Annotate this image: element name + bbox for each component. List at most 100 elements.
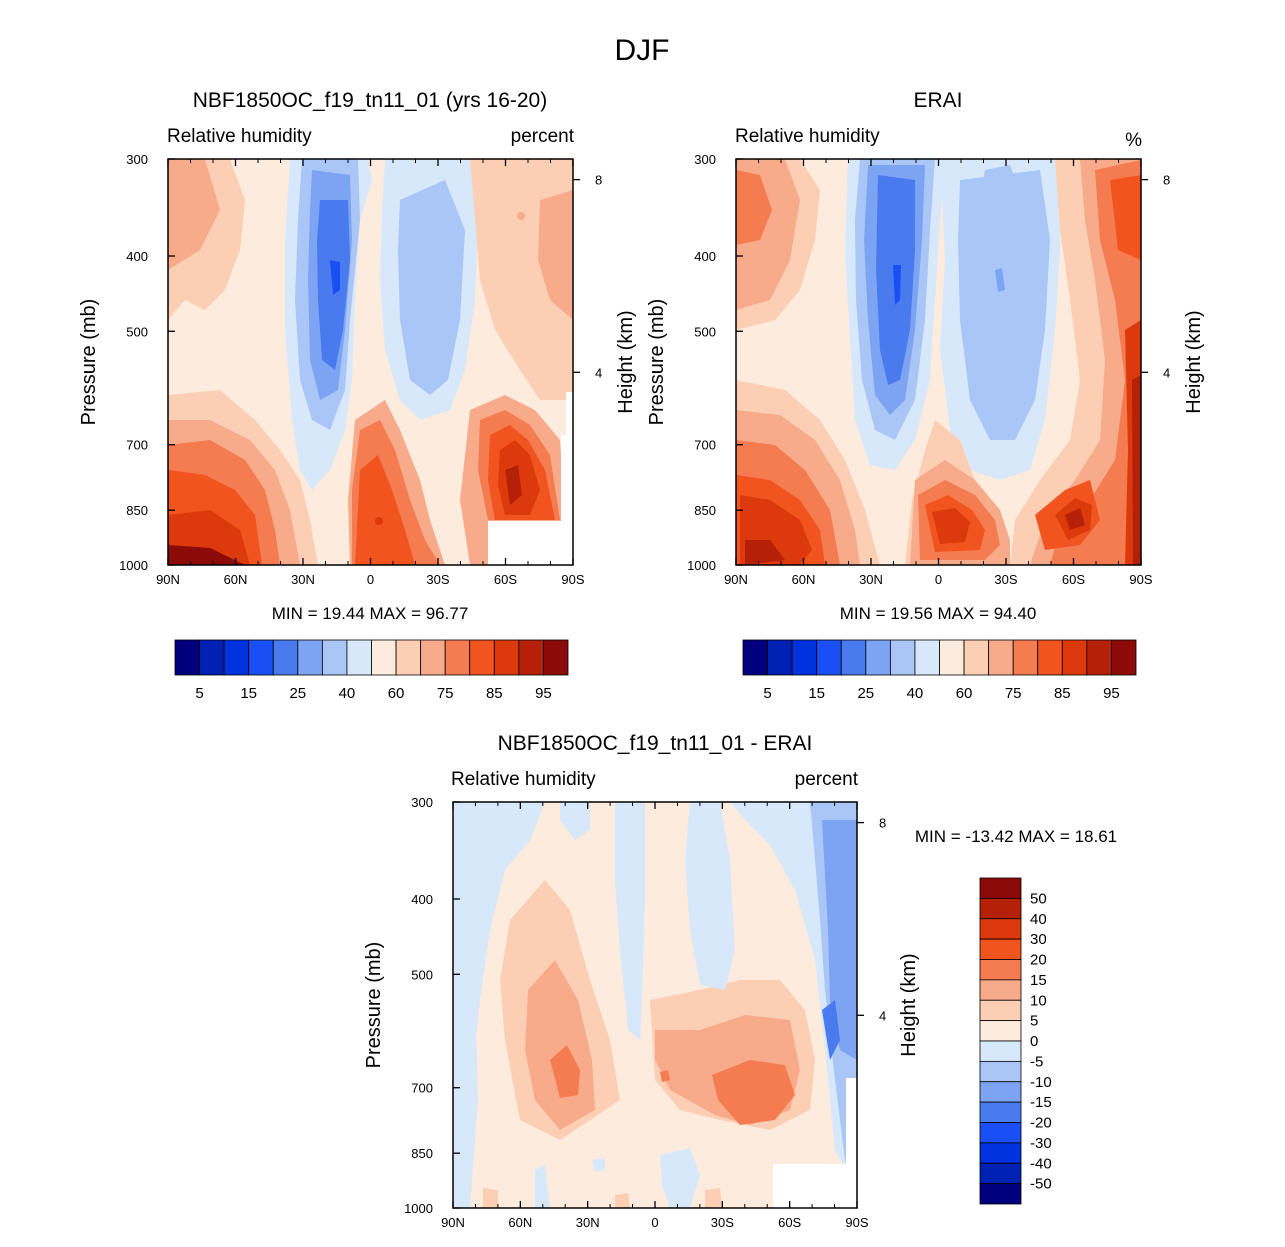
colorbar-swatch (979, 1162, 1022, 1185)
x-tick-label: 60S (778, 1215, 801, 1230)
colorbar-swatch (979, 1040, 1022, 1062)
panel-title: NBF1850OC_f19_tn11_01 - ERAI (498, 732, 813, 755)
colorbar-swatch (1012, 639, 1039, 676)
contour-field (168, 159, 573, 565)
right-tick-label: 4 (1163, 365, 1170, 380)
colorbar-label: -10 (1030, 1074, 1052, 1091)
y-tick-label: 300 (126, 152, 148, 167)
colorbar-swatch (979, 918, 1022, 940)
colorbar-swatch (840, 639, 867, 676)
colorbar-label: -5 (1030, 1053, 1043, 1070)
right-tick-label: 8 (595, 173, 602, 188)
y-tick-label: 300 (411, 795, 433, 810)
colorbar-label: 25 (857, 685, 874, 702)
colorbar-swatch (371, 639, 397, 676)
colorbar-label: -15 (1030, 1094, 1052, 1111)
colorbar-swatch (979, 1122, 1022, 1144)
colorbar-label: 10 (1030, 992, 1047, 1009)
contour-field (453, 802, 857, 1208)
x-tick-label: 90N (724, 572, 748, 587)
colorbar-swatch (963, 639, 990, 676)
right-tick-label: 8 (1163, 173, 1170, 188)
right-axis-label: Height (km) (615, 310, 637, 413)
colorbar-swatch (979, 1020, 1022, 1042)
right-tick-label: 8 (879, 816, 886, 831)
panel-title: NBF1850OC_f19_tn11_01 (yrs 16-20) (193, 89, 547, 112)
colorbar-label: 0 (1030, 1033, 1038, 1050)
y-tick-label: 1000 (404, 1201, 433, 1216)
colorbar-swatch (979, 897, 1022, 920)
colorbar-swatch (174, 639, 200, 676)
y-tick-label: 1000 (687, 558, 716, 573)
right-subtitle: percent (795, 769, 859, 790)
x-tick-label: 30S (711, 1215, 734, 1230)
colorbar: 5 15 25 40 60 75 85 95 (742, 639, 1137, 702)
axes: 90N 60N 30N 0 30S 60S 90S 300 400 500 700 850 1000 Pr… (78, 152, 637, 587)
x-tick-label: 60N (224, 572, 248, 587)
y-axis-label: Pressure (mb) (78, 299, 100, 426)
colorbar-label: 15 (1030, 972, 1047, 989)
colorbar-swatch (767, 639, 793, 676)
colorbar-swatch (321, 639, 348, 676)
colorbar-swatch (979, 999, 1022, 1022)
colorbar-swatch (1061, 639, 1088, 676)
x-tick-label: 90N (441, 1215, 465, 1230)
left-subtitle: Relative humidity (735, 126, 880, 147)
colorbar-swatch (742, 639, 768, 676)
colorbar-label: -40 (1030, 1155, 1052, 1172)
x-tick-label: 60S (1062, 572, 1085, 587)
colorbar-label: 60 (956, 685, 973, 702)
colorbar-label: 75 (1005, 685, 1022, 702)
colorbar-swatch (272, 639, 299, 676)
y-tick-label: 850 (411, 1146, 433, 1161)
colorbar-swatch (979, 877, 1022, 899)
minmax-text: MIN = 19.56 MAX = 94.40 (840, 604, 1037, 623)
colorbar-swatch (979, 959, 1022, 981)
x-tick-label: 90S (1129, 572, 1152, 587)
colorbar-label: -30 (1030, 1135, 1052, 1152)
y-tick-label: 500 (126, 324, 148, 339)
x-tick-label: 90S (561, 572, 584, 587)
y-tick-label: 700 (126, 438, 148, 453)
x-tick-label: 90S (845, 1215, 868, 1230)
colorbar-label: 30 (1030, 931, 1047, 948)
minmax-text: MIN = 19.44 MAX = 96.77 (272, 604, 469, 623)
x-tick-label: 60S (494, 572, 517, 587)
colorbar-swatch (395, 639, 422, 676)
minmax-text: MIN = -13.42 MAX = 18.61 (915, 827, 1117, 846)
colorbar-label: 5 (763, 685, 771, 702)
axes: 90N 60N 30N 0 30S 60S 90S 300 400 500 700 850 1000 Pr… (363, 795, 920, 1230)
colorbar-swatch (543, 639, 569, 676)
y-axis-label: Pressure (mb) (646, 299, 668, 426)
x-tick-label: 30S (994, 572, 1017, 587)
colorbar-swatch (1086, 639, 1112, 676)
colorbar-swatch (297, 639, 323, 676)
panel-title: ERAI (913, 89, 962, 112)
colorbar-label: 25 (289, 685, 306, 702)
page-title: DJF (615, 34, 670, 67)
colorbar-label: 85 (486, 685, 503, 702)
colorbar-swatch (979, 938, 1022, 960)
x-tick-label: 90N (156, 572, 180, 587)
right-axis-label: Height (km) (1183, 310, 1205, 413)
y-tick-label: 700 (694, 438, 716, 453)
colorbar-swatch (1111, 639, 1137, 676)
right-subtitle: % (1125, 130, 1142, 151)
y-axis-label: Pressure (mb) (363, 942, 385, 1069)
x-tick-label: 0 (367, 572, 374, 587)
x-tick-label: 30N (576, 1215, 600, 1230)
y-tick-label: 400 (411, 892, 433, 907)
colorbar-label: -20 (1030, 1115, 1052, 1132)
colorbar-swatch (979, 1183, 1022, 1205)
colorbar: 5 15 25 40 60 75 85 95 (174, 639, 569, 702)
colorbar-label: 85 (1054, 685, 1071, 702)
x-tick-label: 0 (935, 572, 942, 587)
colorbar-swatch (223, 639, 250, 676)
colorbar-label: 20 (1030, 952, 1047, 969)
colorbar-swatch (444, 639, 471, 676)
colorbar-swatch (248, 639, 274, 676)
colorbar-label: 5 (1030, 1013, 1038, 1030)
x-tick-label: 30S (426, 572, 449, 587)
